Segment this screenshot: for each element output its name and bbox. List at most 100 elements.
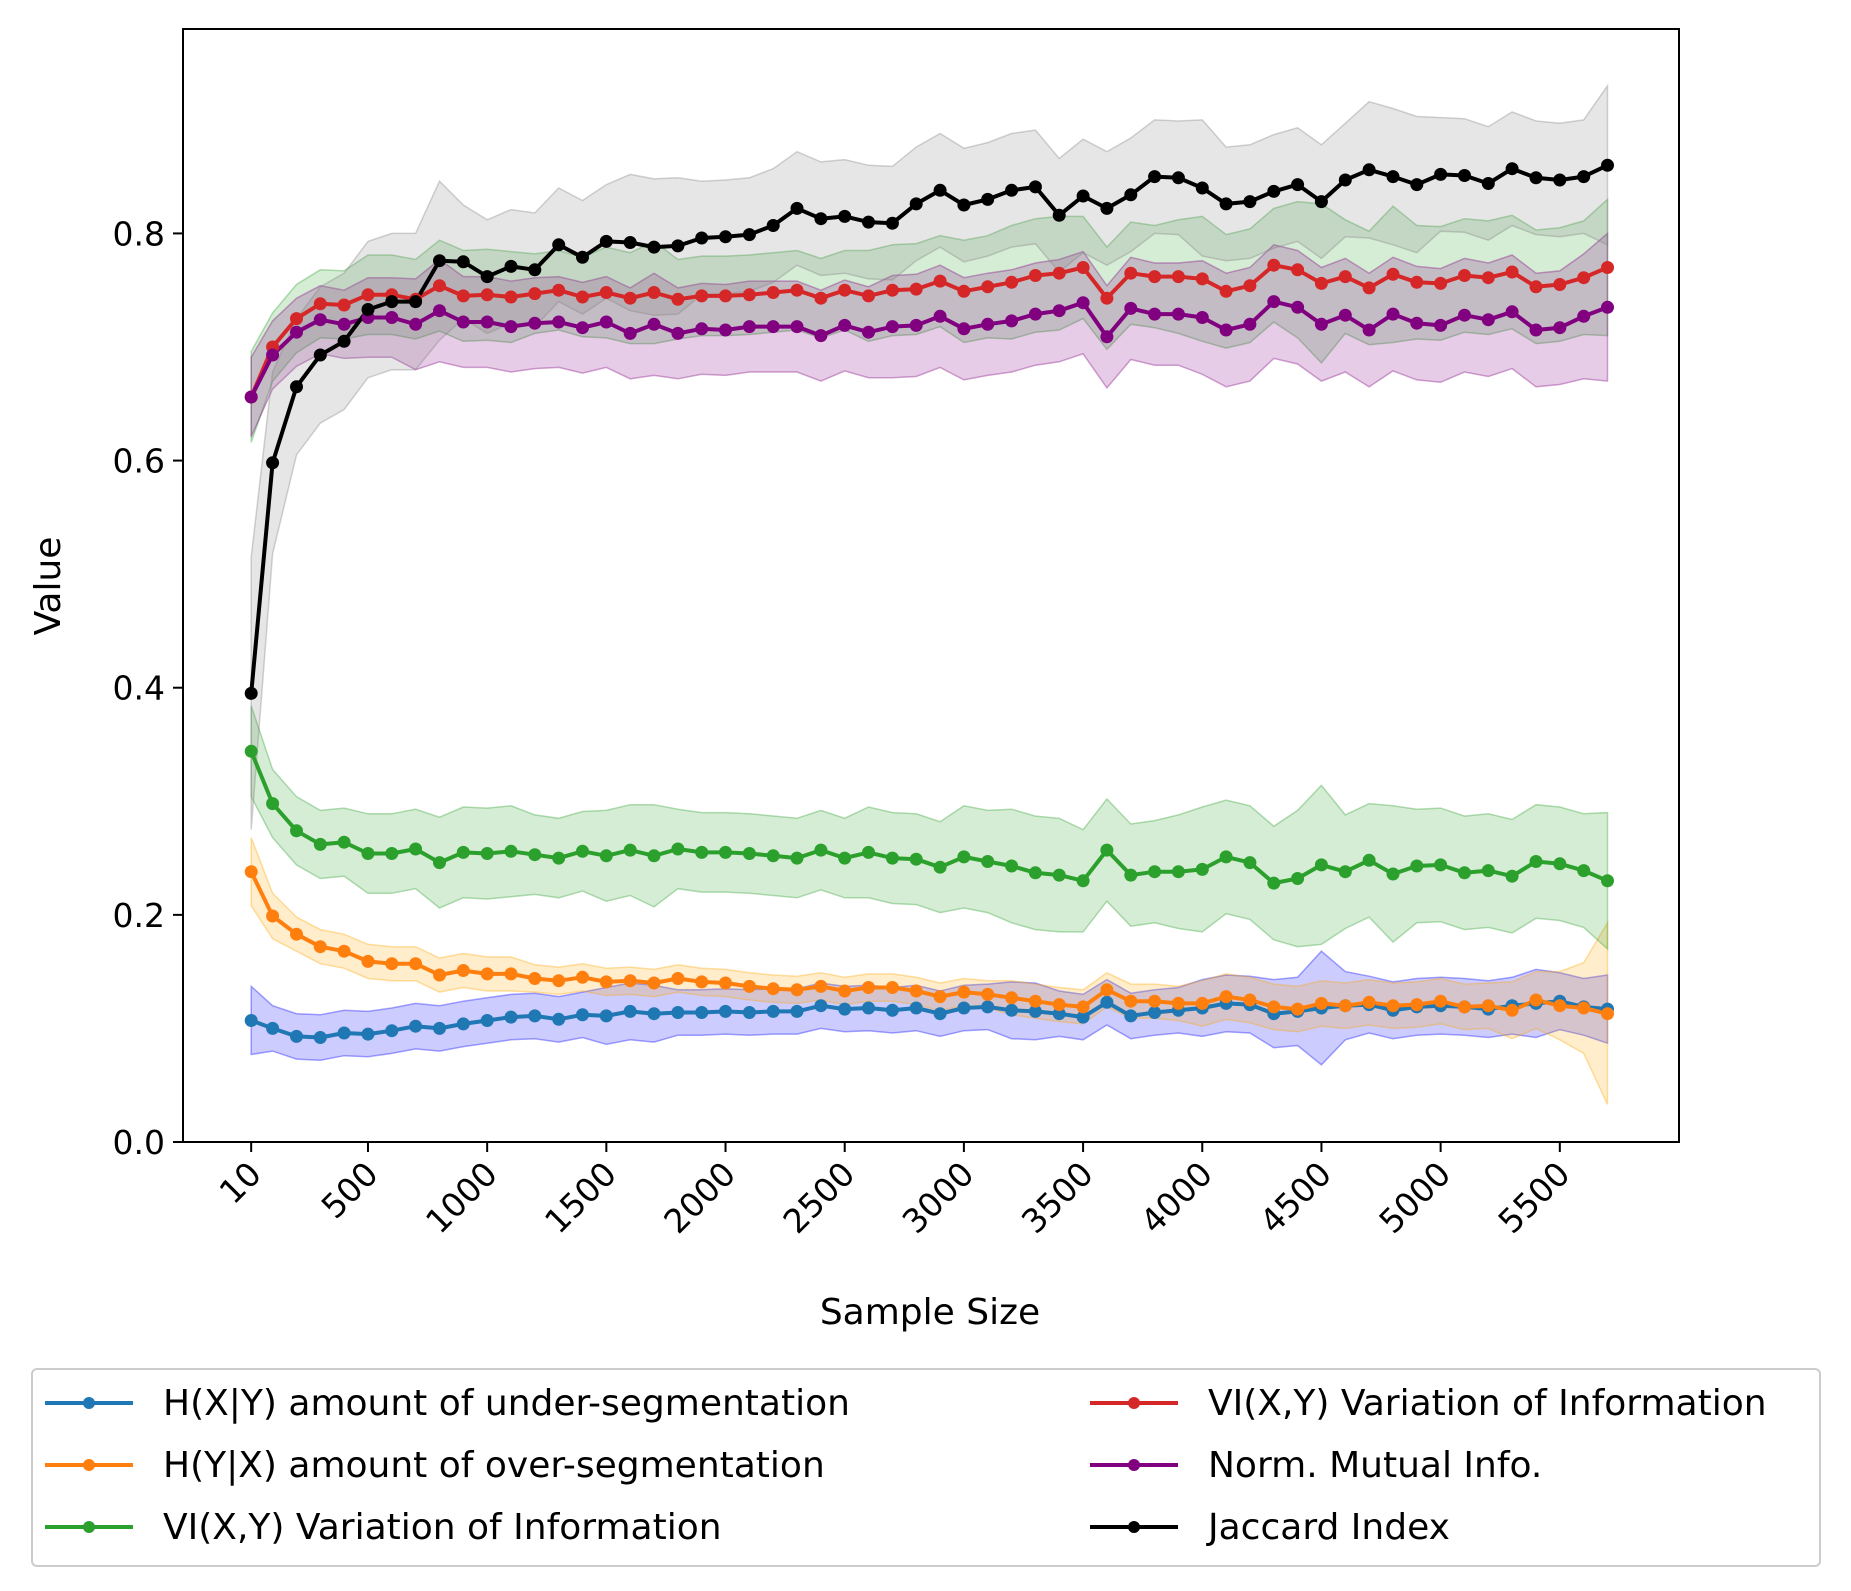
data-point-h-x-y-amount-of-under-segmentation-0 <box>1100 995 1114 1009</box>
data-point-h-y-x-amount-of-over-segmentation-1 <box>981 987 995 1001</box>
x-tick-label: 5000 <box>1371 1154 1458 1241</box>
data-point-jaccard-index-5 <box>552 238 566 252</box>
data-point-h-y-x-amount-of-over-segmentation-1 <box>576 970 589 984</box>
data-point-jaccard-index-5 <box>647 240 661 254</box>
data-point-jaccard-index-5 <box>1171 171 1185 185</box>
data-point-vi-x-y-variation-of-information-2 <box>1481 864 1495 878</box>
data-point-vi-x-y-variation-of-information-3 <box>1386 267 1400 281</box>
data-point-vi-x-y-variation-of-information-3 <box>313 297 327 311</box>
x-tick-label: 5500 <box>1490 1154 1577 1241</box>
data-point-jaccard-index-5 <box>266 456 280 470</box>
data-point-vi-x-y-variation-of-information-3 <box>909 282 923 296</box>
data-point-h-x-y-amount-of-under-segmentation-0 <box>623 1004 637 1018</box>
data-point-jaccard-index-5 <box>1028 180 1042 194</box>
data-point-jaccard-index-5 <box>1124 188 1138 202</box>
data-point-h-y-x-amount-of-over-segmentation-1 <box>361 954 375 968</box>
data-point-h-x-y-amount-of-under-segmentation-0 <box>885 1003 899 1017</box>
y-axis-ticks: 0.0 0.2 0.4 0.6 0.8 <box>113 214 183 1162</box>
x-tick-label: 10 <box>212 1154 269 1211</box>
data-point-jaccard-index-5 <box>719 230 732 244</box>
data-point-vi-x-y-variation-of-information-2 <box>981 855 995 868</box>
data-point-norm-mutual-info-4 <box>1052 304 1066 318</box>
data-point-jaccard-index-5 <box>528 263 542 277</box>
data-point-vi-x-y-variation-of-information-3 <box>1410 275 1424 289</box>
data-point-h-y-x-amount-of-over-segmentation-1 <box>599 975 613 989</box>
data-point-norm-mutual-info-4 <box>1481 313 1495 327</box>
data-point-h-x-y-amount-of-under-segmentation-0 <box>766 1004 780 1018</box>
data-point-h-x-y-amount-of-under-segmentation-0 <box>361 1027 375 1041</box>
data-point-vi-x-y-variation-of-information-2 <box>409 842 423 856</box>
data-point-h-x-y-amount-of-under-segmentation-0 <box>313 1031 327 1044</box>
data-point-h-y-x-amount-of-over-segmentation-1 <box>1481 999 1495 1013</box>
data-point-jaccard-index-5 <box>766 219 780 232</box>
data-point-h-y-x-amount-of-over-segmentation-1 <box>695 975 709 989</box>
data-point-norm-mutual-info-4 <box>1028 307 1042 321</box>
data-point-norm-mutual-info-4 <box>1553 321 1567 335</box>
legend-label: VI(X,Y) Variation of Information <box>1208 1382 1767 1424</box>
data-point-norm-mutual-info-4 <box>1195 311 1209 324</box>
data-point-vi-x-y-variation-of-information-2 <box>1028 866 1042 880</box>
series-line-h-x-y-amount-of-under-segmentation-0 <box>250 999 1608 1040</box>
legend-entry-vi-x-y-variation-of-information: VI(X,Y) Variation of Information <box>45 1497 722 1557</box>
data-point-h-y-x-amount-of-over-segmentation-1 <box>1314 996 1328 1010</box>
data-point-vi-x-y-variation-of-information-2 <box>1171 865 1185 879</box>
data-point-h-x-y-amount-of-under-segmentation-0 <box>1148 1006 1162 1019</box>
legend-entry-jaccard-index: Jaccard Index <box>1090 1497 1450 1557</box>
data-point-vi-x-y-variation-of-information-2 <box>1410 859 1424 873</box>
data-point-norm-mutual-info-4 <box>385 311 399 324</box>
data-point-norm-mutual-info-4 <box>1171 307 1185 321</box>
series-line-vi-x-y-variation-of-information-3 <box>249 263 1609 398</box>
data-point-jaccard-index-5 <box>933 183 947 197</box>
series-line-jaccard-index-5 <box>249 163 1609 694</box>
data-point-h-y-x-amount-of-over-segmentation-1 <box>1505 1003 1519 1017</box>
legend-swatch <box>45 1512 133 1542</box>
data-point-norm-mutual-info-4 <box>290 325 303 339</box>
data-point-norm-mutual-info-4 <box>528 316 542 330</box>
data-point-vi-x-y-variation-of-information-3 <box>1267 258 1281 272</box>
data-point-jaccard-index-5 <box>1505 162 1519 176</box>
data-point-vi-x-y-variation-of-information-2 <box>862 845 875 859</box>
data-point-vi-x-y-variation-of-information-2 <box>313 837 327 851</box>
data-point-vi-x-y-variation-of-information-2 <box>433 856 446 870</box>
data-point-h-x-y-amount-of-under-segmentation-0 <box>981 1000 995 1014</box>
data-point-jaccard-index-5 <box>313 348 327 362</box>
series-line-h-y-x-amount-of-over-segmentation-1 <box>249 870 1608 1016</box>
data-point-h-y-x-amount-of-over-segmentation-1 <box>552 974 566 988</box>
legend-swatch <box>1090 1450 1178 1480</box>
data-point-norm-mutual-info-4 <box>337 317 351 331</box>
data-point-h-x-y-amount-of-under-segmentation-0 <box>1124 1009 1138 1023</box>
legend-label: VI(X,Y) Variation of Information <box>163 1506 722 1548</box>
legend-label: Norm. Mutual Info. <box>1208 1444 1543 1486</box>
data-point-vi-x-y-variation-of-information-2 <box>337 835 351 849</box>
data-point-norm-mutual-info-4 <box>1291 300 1305 314</box>
data-point-norm-mutual-info-4 <box>552 315 566 329</box>
data-point-h-x-y-amount-of-under-segmentation-0 <box>1076 1010 1090 1024</box>
data-point-vi-x-y-variation-of-information-3 <box>599 286 613 299</box>
data-point-h-y-x-amount-of-over-segmentation-1 <box>742 979 756 993</box>
data-point-h-y-x-amount-of-over-segmentation-1 <box>290 927 303 941</box>
data-point-vi-x-y-variation-of-information-3 <box>790 283 804 297</box>
data-point-h-x-y-amount-of-under-segmentation-0 <box>695 1006 709 1019</box>
data-point-vi-x-y-variation-of-information-2 <box>909 852 923 866</box>
x-tick-label: 1500 <box>537 1154 624 1241</box>
data-point-h-y-x-amount-of-over-segmentation-1 <box>885 981 899 994</box>
x-tick-label: 1000 <box>418 1154 505 1241</box>
data-point-vi-x-y-variation-of-information-2 <box>790 851 804 865</box>
data-point-norm-mutual-info-4 <box>1529 323 1543 337</box>
data-point-jaccard-index-5 <box>1553 173 1567 187</box>
data-point-h-y-x-amount-of-over-segmentation-1 <box>814 979 828 993</box>
data-point-jaccard-index-5 <box>885 216 899 230</box>
legend-swatch <box>45 1450 133 1480</box>
data-point-h-x-y-amount-of-under-segmentation-0 <box>814 999 828 1013</box>
data-point-vi-x-y-variation-of-information-3 <box>1124 266 1138 280</box>
y-tick-label: 0.8 <box>113 214 165 253</box>
data-point-h-y-x-amount-of-over-segmentation-1 <box>838 984 852 998</box>
data-point-norm-mutual-info-4 <box>1314 317 1328 331</box>
data-point-h-x-y-amount-of-under-segmentation-0 <box>838 1002 852 1016</box>
data-point-h-y-x-amount-of-over-segmentation-1 <box>623 974 637 988</box>
data-point-jaccard-index-5 <box>695 231 709 245</box>
data-point-vi-x-y-variation-of-information-3 <box>1171 270 1185 284</box>
data-point-vi-x-y-variation-of-information-2 <box>1243 856 1257 870</box>
confidence-bands <box>250 83 1609 1105</box>
